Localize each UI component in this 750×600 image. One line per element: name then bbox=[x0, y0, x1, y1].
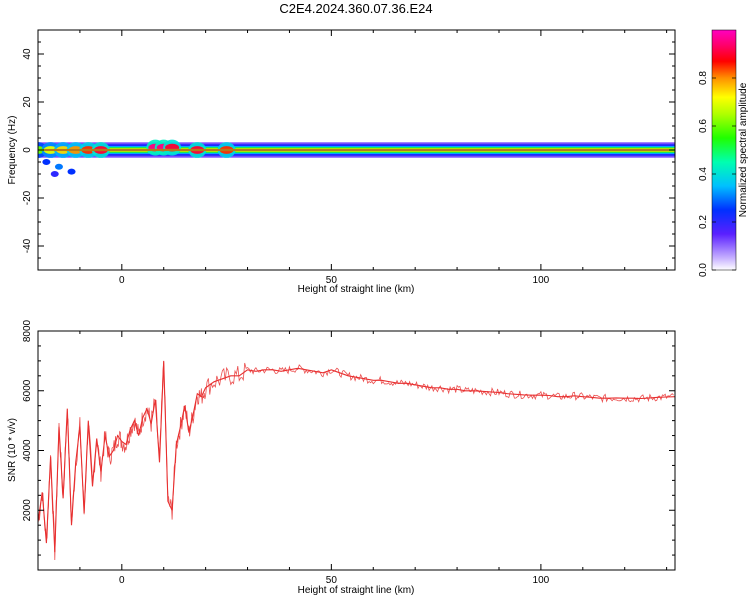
snr-marks bbox=[38, 360, 675, 561]
spectrogram-weak-spot bbox=[67, 168, 76, 175]
figure-title: C2E4.2024.360.07.36.E24 bbox=[279, 1, 432, 16]
spectrogram-ylabel: Frequency (Hz) bbox=[7, 116, 18, 185]
spectrogram-xtick-label: 0 bbox=[119, 275, 125, 286]
colorbar-tick-label: 0.8 bbox=[698, 71, 709, 85]
spectrogram-xtick-label: 50 bbox=[326, 275, 338, 286]
snr-ytick-label: 8000 bbox=[22, 319, 33, 342]
colorbar: 0.0 0.2 0.4 0.6 0.8 Normalized spectral ampl… bbox=[698, 29, 749, 277]
spectrogram-weak-spot bbox=[50, 171, 59, 177]
snr-xlabel: Height of straight line (km) bbox=[298, 585, 415, 596]
colorbar-tick-label: 0.6 bbox=[698, 119, 709, 133]
snr-plot-area bbox=[38, 331, 675, 570]
snr-panel: 0 50 100 2000 4000 6000 8000 Height of straigh… bbox=[7, 319, 676, 596]
colorbar-gradient bbox=[712, 30, 736, 270]
spectrogram-xlabel: Height of straight line (km) bbox=[298, 284, 415, 295]
snr-ytick-label: 2000 bbox=[22, 499, 33, 522]
spectrogram-axes: 0 50 100 -40 -20 0 20 40 bbox=[22, 29, 675, 286]
spectrogram-ytick-label: -40 bbox=[22, 238, 33, 253]
snr-series-noise bbox=[38, 362, 674, 561]
snr-xtick-label: 0 bbox=[119, 575, 125, 586]
spectrogram-marks bbox=[38, 139, 675, 177]
spectrogram-weak-spot bbox=[42, 159, 51, 165]
snr-ylabel: SNR (10 * v/v) bbox=[7, 418, 18, 482]
colorbar-frame bbox=[711, 29, 737, 271]
colorbar-label: Normalized spectral amplitude bbox=[738, 82, 749, 217]
snr-ytick-label: 6000 bbox=[22, 379, 33, 402]
spectrogram-ytick-label: 20 bbox=[22, 96, 33, 108]
snr-xtick-label: 50 bbox=[326, 575, 338, 586]
colorbar-tick-label: 0.2 bbox=[698, 215, 709, 229]
colorbar-tick-label: 0.4 bbox=[698, 167, 709, 181]
spectrogram-xtick-label: 100 bbox=[533, 275, 550, 286]
spectrogram-ytick-label: 40 bbox=[22, 48, 33, 60]
spectrogram-weak-spot bbox=[54, 163, 63, 170]
colorbar-tick-label: 0.0 bbox=[698, 263, 709, 277]
spectrogram-ytick-label: 0 bbox=[22, 147, 33, 153]
spectrogram-band-core bbox=[38, 149, 675, 151]
snr-xtick-label: 100 bbox=[533, 575, 550, 586]
colorbar-ticks: 0.0 0.2 0.4 0.6 0.8 bbox=[698, 71, 736, 277]
spectrogram-panel: 0 50 100 -40 -20 0 20 40 Height of straight lin… bbox=[7, 29, 676, 295]
spectrogram-ytick-label: -20 bbox=[22, 190, 33, 205]
snr-axes: 0 50 100 2000 4000 6000 8000 bbox=[22, 319, 675, 586]
snr-ytick-label: 4000 bbox=[22, 439, 33, 462]
